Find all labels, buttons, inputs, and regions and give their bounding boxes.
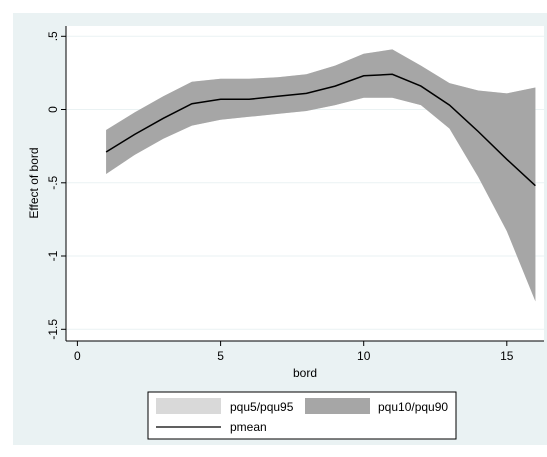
line-pmean [105, 73, 536, 187]
legend-label-pmean: pmean [230, 420, 267, 434]
legend-label-pqu5-pqu95: pqu5/pqu95 [230, 400, 294, 414]
legend: pqu5/pqu95 pqu10/pqu90 pmean [147, 391, 457, 440]
y-tick-label: -1 [46, 250, 60, 261]
band-pqu10-pqu90 [106, 49, 536, 302]
y-axis-title: Effect of bord [27, 147, 41, 218]
y-tick-label: .5 [46, 31, 60, 41]
legend-swatch-pqu5-pqu95 [156, 398, 221, 414]
y-tick-label: -.5 [46, 175, 60, 189]
y-tick-label: -1.5 [46, 319, 60, 340]
x-tick-label: 0 [74, 349, 81, 363]
x-tick-label: 10 [357, 349, 371, 363]
confidence-bands [106, 49, 536, 302]
x-tick-label: 15 [500, 349, 514, 363]
plot-area [66, 26, 544, 341]
legend-label-pqu10-pqu90: pqu10/pqu90 [378, 400, 448, 414]
x-axis-title: bord [293, 366, 317, 380]
y-tick-label: 0 [46, 106, 60, 113]
legend-swatch-pqu10-pqu90 [305, 398, 370, 414]
y-axis-ticks: .5 0 -.5 -1 -1.5 [46, 31, 66, 340]
series-lines [105, 73, 536, 187]
x-axis-ticks: 0 5 10 15 [74, 341, 514, 363]
x-tick-label: 5 [217, 349, 224, 363]
